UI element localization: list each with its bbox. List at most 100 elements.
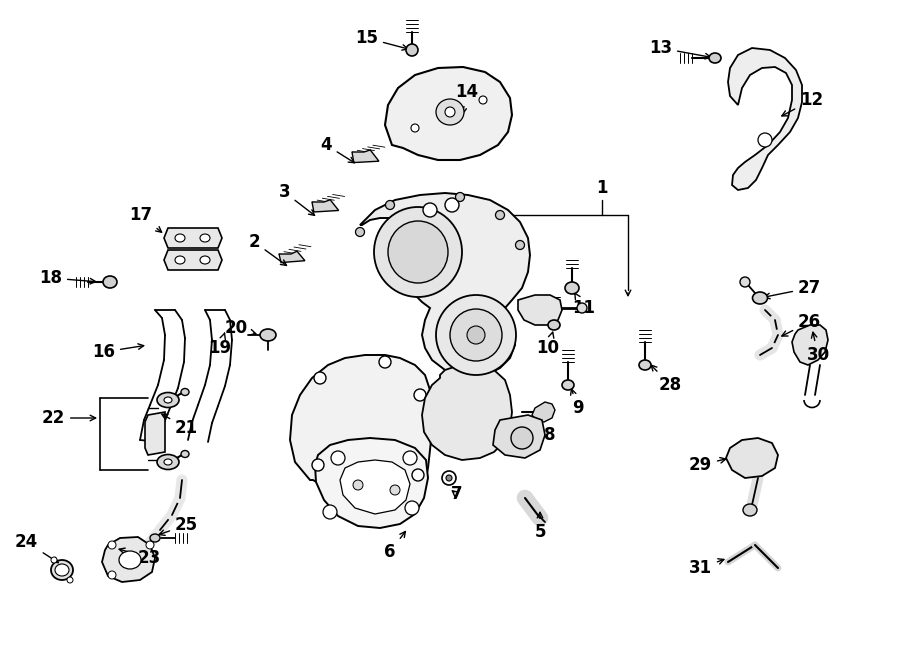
Text: 7: 7 bbox=[450, 485, 462, 503]
Text: 20: 20 bbox=[225, 319, 256, 337]
Ellipse shape bbox=[511, 427, 533, 449]
Ellipse shape bbox=[445, 198, 459, 212]
Polygon shape bbox=[385, 67, 512, 160]
Ellipse shape bbox=[374, 207, 462, 297]
Ellipse shape bbox=[446, 475, 452, 481]
Ellipse shape bbox=[412, 469, 424, 481]
Ellipse shape bbox=[385, 201, 394, 209]
Ellipse shape bbox=[356, 228, 364, 236]
Ellipse shape bbox=[388, 221, 448, 283]
Ellipse shape bbox=[67, 577, 73, 583]
Text: 2: 2 bbox=[248, 233, 286, 265]
Ellipse shape bbox=[639, 360, 651, 370]
Polygon shape bbox=[164, 228, 222, 248]
Ellipse shape bbox=[175, 256, 185, 264]
Text: 22: 22 bbox=[41, 409, 95, 427]
Ellipse shape bbox=[181, 451, 189, 457]
Text: 21: 21 bbox=[162, 414, 198, 437]
Text: 11: 11 bbox=[572, 293, 596, 317]
Ellipse shape bbox=[157, 455, 179, 469]
Text: 23: 23 bbox=[119, 548, 161, 567]
Ellipse shape bbox=[406, 44, 418, 56]
Polygon shape bbox=[290, 355, 482, 505]
Ellipse shape bbox=[164, 459, 172, 465]
Polygon shape bbox=[352, 150, 379, 163]
Ellipse shape bbox=[175, 234, 185, 242]
Text: 28: 28 bbox=[651, 365, 682, 394]
Text: 15: 15 bbox=[355, 29, 408, 50]
Text: 5: 5 bbox=[535, 512, 545, 541]
Ellipse shape bbox=[405, 501, 419, 515]
Ellipse shape bbox=[403, 451, 417, 465]
Polygon shape bbox=[792, 325, 828, 365]
Ellipse shape bbox=[577, 303, 587, 313]
Text: 1: 1 bbox=[596, 179, 608, 197]
Ellipse shape bbox=[157, 393, 179, 408]
Text: 19: 19 bbox=[208, 333, 231, 357]
Text: 9: 9 bbox=[571, 389, 584, 417]
Ellipse shape bbox=[467, 326, 485, 344]
Ellipse shape bbox=[455, 193, 464, 201]
Text: 31: 31 bbox=[688, 559, 724, 577]
Ellipse shape bbox=[740, 277, 750, 287]
Text: 8: 8 bbox=[539, 416, 556, 444]
Ellipse shape bbox=[51, 557, 57, 563]
Ellipse shape bbox=[312, 459, 324, 471]
Polygon shape bbox=[422, 365, 512, 460]
Polygon shape bbox=[102, 537, 155, 582]
Ellipse shape bbox=[349, 492, 361, 504]
Ellipse shape bbox=[752, 292, 768, 304]
Ellipse shape bbox=[314, 372, 326, 384]
Text: 4: 4 bbox=[320, 136, 355, 163]
Ellipse shape bbox=[200, 256, 210, 264]
Ellipse shape bbox=[758, 133, 772, 147]
Text: 14: 14 bbox=[454, 83, 478, 114]
Text: 29: 29 bbox=[688, 456, 725, 474]
Polygon shape bbox=[315, 438, 428, 528]
Ellipse shape bbox=[496, 211, 505, 220]
Ellipse shape bbox=[442, 471, 456, 485]
Ellipse shape bbox=[565, 282, 579, 294]
Polygon shape bbox=[312, 200, 338, 212]
Ellipse shape bbox=[709, 53, 721, 63]
Ellipse shape bbox=[200, 234, 210, 242]
Text: 12: 12 bbox=[782, 91, 824, 116]
Text: 17: 17 bbox=[129, 206, 162, 232]
Ellipse shape bbox=[479, 96, 487, 104]
Ellipse shape bbox=[331, 451, 345, 465]
Text: 18: 18 bbox=[39, 269, 95, 287]
Polygon shape bbox=[518, 295, 562, 325]
Polygon shape bbox=[728, 48, 802, 190]
Polygon shape bbox=[164, 250, 222, 270]
Ellipse shape bbox=[181, 389, 189, 395]
Ellipse shape bbox=[55, 564, 69, 576]
Ellipse shape bbox=[164, 397, 172, 403]
Ellipse shape bbox=[414, 389, 426, 401]
Ellipse shape bbox=[353, 480, 363, 490]
Polygon shape bbox=[726, 438, 778, 478]
Ellipse shape bbox=[436, 295, 516, 375]
Ellipse shape bbox=[108, 541, 116, 549]
Polygon shape bbox=[532, 402, 555, 422]
Ellipse shape bbox=[150, 534, 160, 542]
Ellipse shape bbox=[379, 356, 391, 368]
Polygon shape bbox=[493, 415, 545, 458]
Ellipse shape bbox=[323, 505, 337, 519]
Ellipse shape bbox=[119, 551, 141, 569]
Ellipse shape bbox=[260, 329, 276, 341]
Ellipse shape bbox=[743, 504, 757, 516]
Text: 24: 24 bbox=[14, 533, 58, 563]
Ellipse shape bbox=[445, 107, 455, 117]
Text: 6: 6 bbox=[384, 532, 405, 561]
Text: 30: 30 bbox=[806, 332, 830, 364]
Ellipse shape bbox=[436, 99, 464, 125]
Ellipse shape bbox=[548, 320, 560, 330]
Text: 16: 16 bbox=[92, 343, 144, 361]
Ellipse shape bbox=[103, 276, 117, 288]
Text: 26: 26 bbox=[782, 313, 821, 336]
Ellipse shape bbox=[562, 380, 574, 390]
Ellipse shape bbox=[450, 309, 502, 361]
Text: 10: 10 bbox=[536, 332, 560, 357]
Ellipse shape bbox=[411, 124, 419, 132]
Ellipse shape bbox=[108, 571, 116, 579]
